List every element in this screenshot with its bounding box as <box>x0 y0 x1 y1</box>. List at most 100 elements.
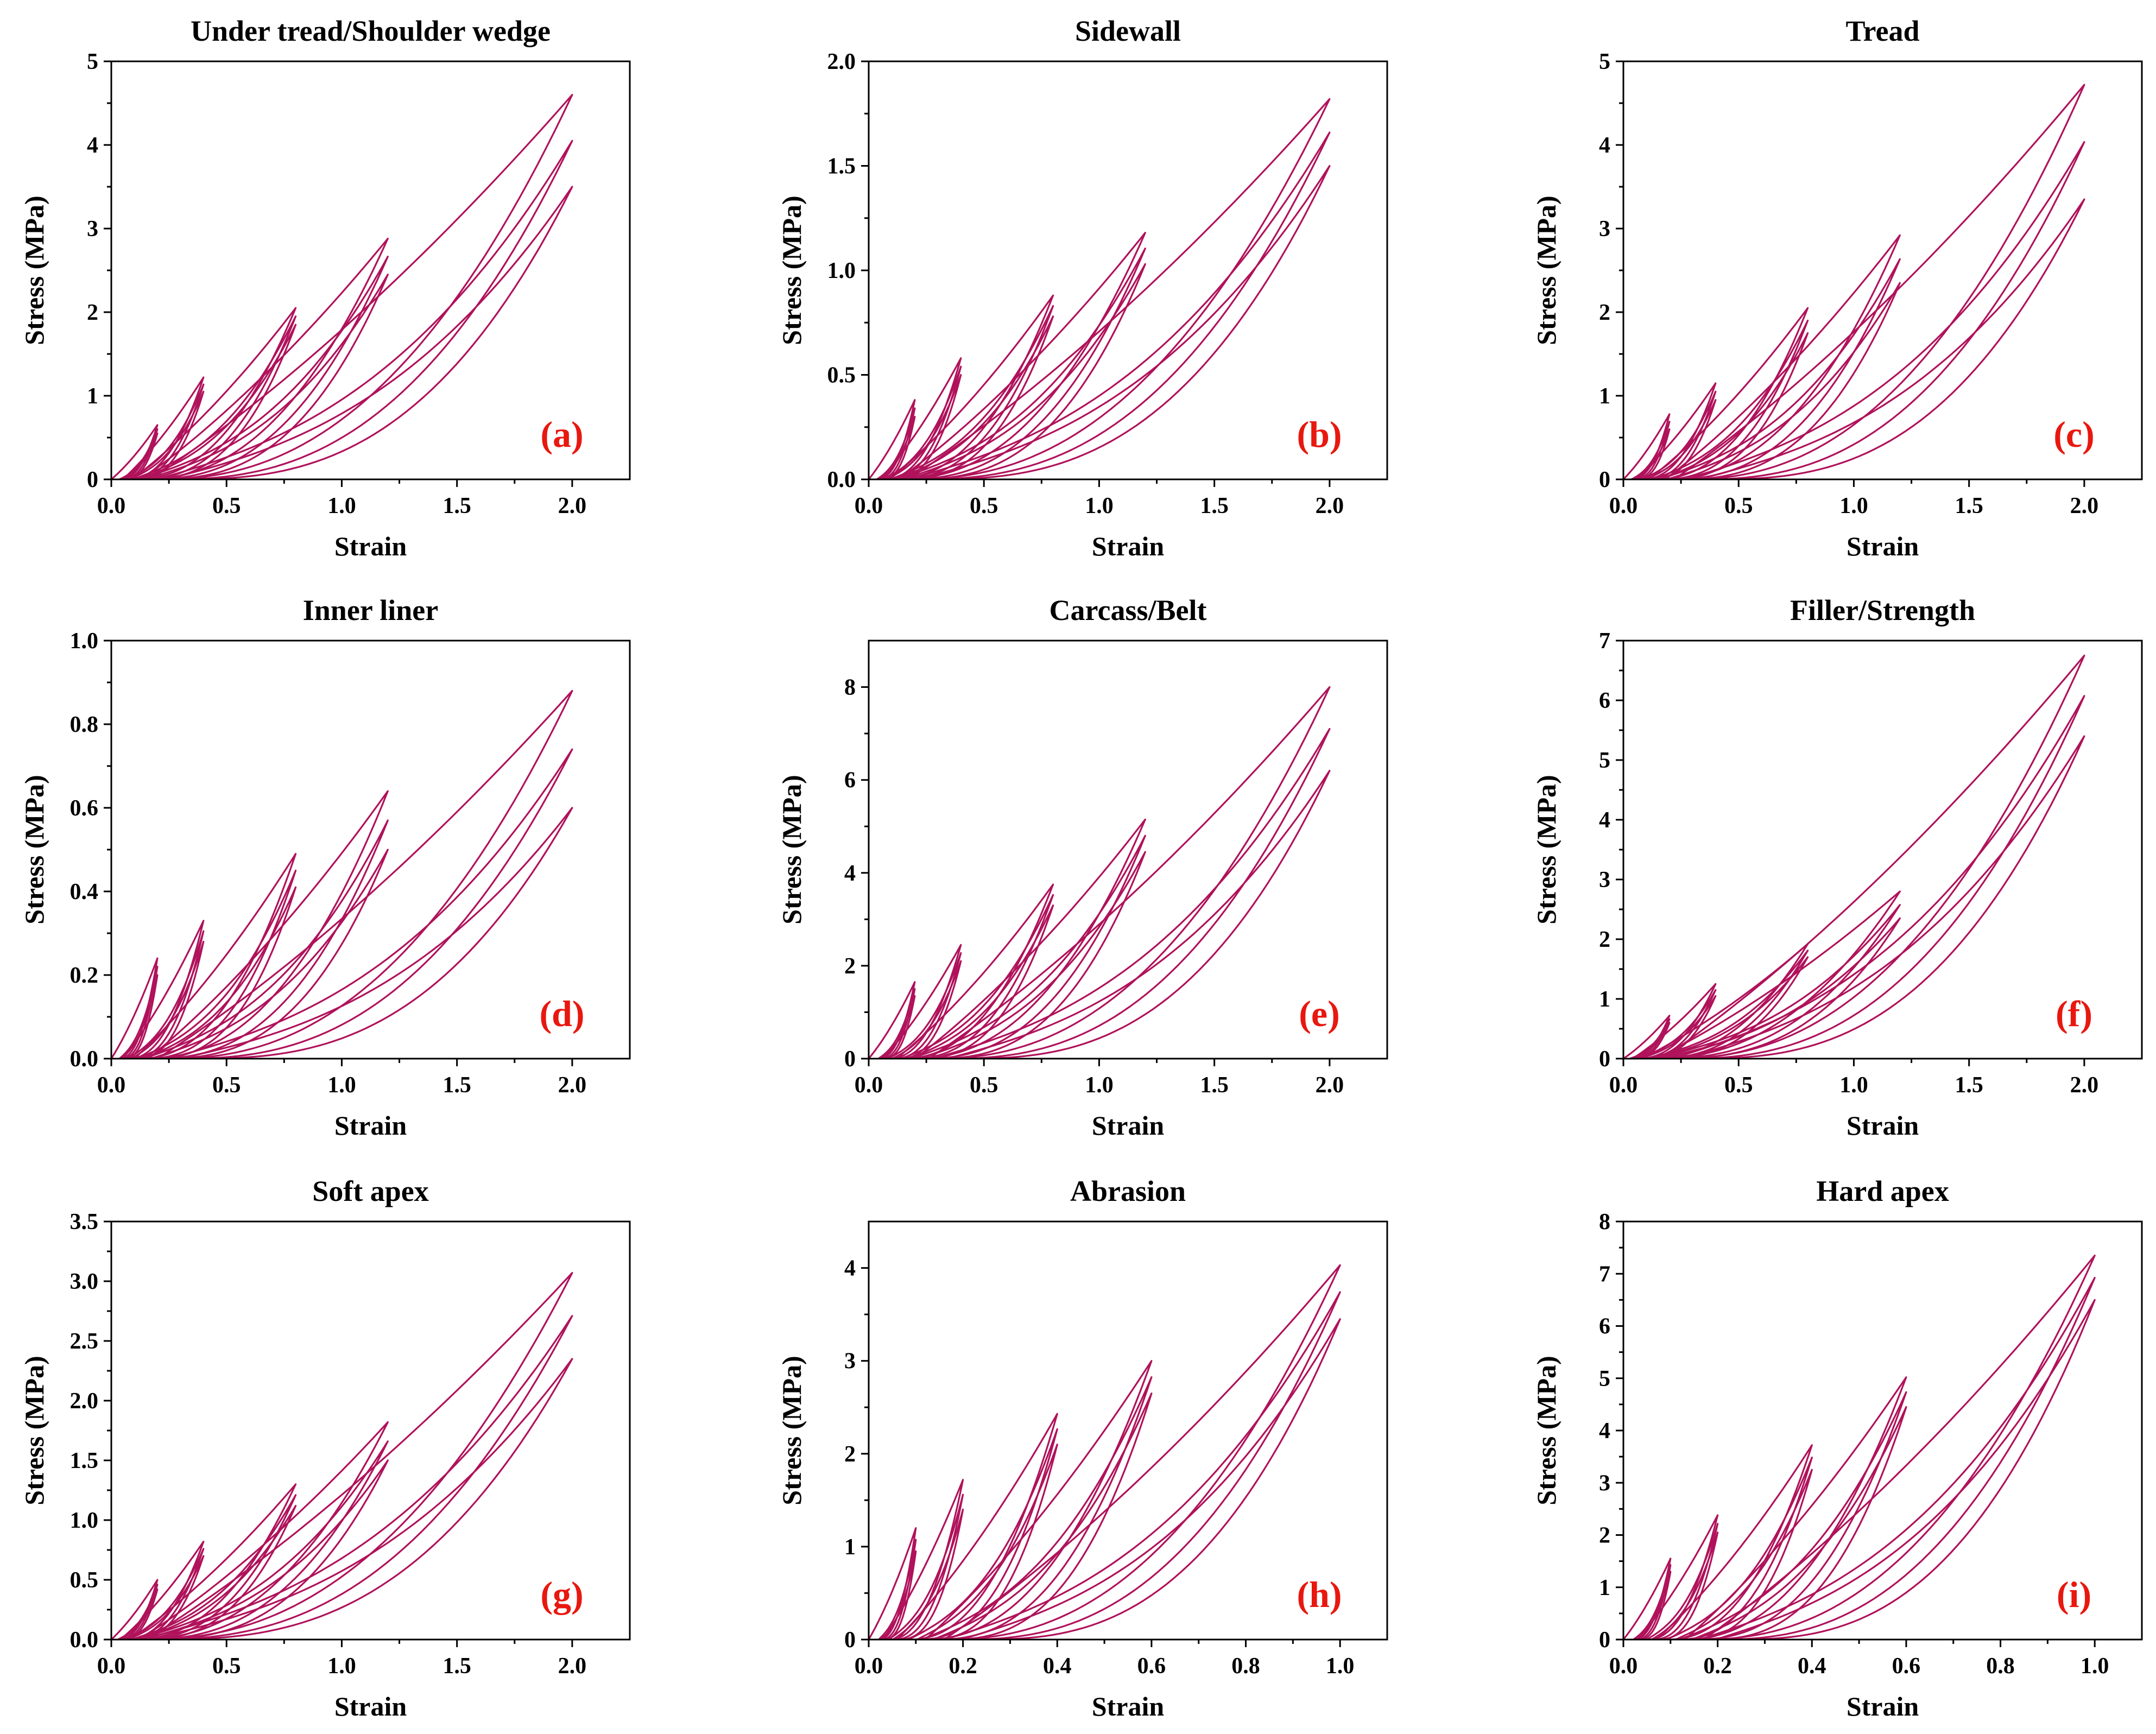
x-tick-label: 1.0 <box>1085 493 1114 518</box>
panel-label: (e) <box>1299 993 1339 1034</box>
y-tick-label: 0.8 <box>70 712 99 737</box>
chart-title: Inner liner <box>303 594 439 626</box>
loop-2-cycle-3 <box>1681 735 2085 1059</box>
plot-frame <box>868 640 1388 1060</box>
y-tick-label: 2 <box>87 300 98 325</box>
y-axis-label: Stress (MPa) <box>1531 1356 1561 1505</box>
curves <box>869 98 1331 479</box>
loop-1.2-cycle-2 <box>1658 258 1901 479</box>
loop-1.2-cycle-2 <box>138 256 389 479</box>
loop-2-cycle-1 <box>150 94 573 479</box>
loop-0.6-cycle-2 <box>921 1376 1153 1640</box>
curves <box>1623 654 2085 1059</box>
y-tick-label: 4 <box>87 133 98 158</box>
loop-0.6-cycle-1 <box>1679 1376 1907 1640</box>
y-tick-label: 2.0 <box>827 49 856 74</box>
chart-title: Filler/Strength <box>1790 594 1975 626</box>
x-tick-label: 0.6 <box>1892 1654 1921 1679</box>
x-axis-label: Strain <box>1847 531 1919 561</box>
y-tick-label: 1 <box>1599 987 1610 1012</box>
y-tick-label: 3 <box>87 217 98 242</box>
curves <box>111 689 573 1059</box>
loop-0.4-cycle-2 <box>887 952 962 1059</box>
y-tick-label: 8 <box>844 675 856 700</box>
x-axis-label: Strain <box>1847 1110 1919 1141</box>
y-tick-label: 0 <box>87 467 98 492</box>
x-tick-label: 2.0 <box>1316 1073 1344 1098</box>
y-tick-label: 8 <box>1599 1210 1610 1235</box>
loop-1.2-cycle-1 <box>1659 234 1901 479</box>
loop-2-cycle-2 <box>1671 695 2085 1059</box>
loop-0.4-cycle-1 <box>1632 983 1717 1059</box>
y-tick-label: 3 <box>1599 217 1610 242</box>
loop-2-cycle-2 <box>142 1315 573 1640</box>
x-tick-label: 1.0 <box>1085 1073 1114 1098</box>
y-tick-label: 0.5 <box>70 1568 99 1593</box>
x-tick-label: 1.0 <box>1839 493 1868 518</box>
loop-2-cycle-2 <box>908 131 1331 479</box>
y-tick-label: 2 <box>844 1442 856 1467</box>
y-tick-label: 3.0 <box>70 1269 99 1294</box>
loop-0.4-cycle-1 <box>882 944 962 1059</box>
x-tick-label: 1.0 <box>327 493 356 518</box>
loop-2-cycle-3 <box>179 807 573 1059</box>
y-axis-label: Stress (MPa) <box>776 195 807 345</box>
x-tick-label: 0.5 <box>212 1654 241 1679</box>
chart-title: Under tread/Shoulder wedge <box>191 15 551 47</box>
loop-0.2-cycle-1 <box>869 399 916 479</box>
loop-1-cycle-1 <box>1699 1255 2096 1640</box>
loop-0.4-cycle-1 <box>122 920 205 1059</box>
x-tick-label: 0.0 <box>1609 1073 1638 1098</box>
panel-f: 0.0 0.5 1.0 1.5 2.0 0 1 2 3 4 5 6 7 Filler/Strength St… <box>1531 594 2143 1141</box>
x-axis-label: Strain <box>334 531 407 561</box>
chart-title: Tread <box>1845 15 1919 47</box>
loop-0.2-cycle-1 <box>111 957 159 1059</box>
loop-2-cycle-1 <box>142 1272 573 1640</box>
x-tick-label: 1.0 <box>1839 1073 1868 1098</box>
curves <box>869 1264 1341 1640</box>
loop-1.2-cycle-1 <box>138 237 389 479</box>
curves <box>1623 1255 2096 1640</box>
x-tick-label: 2.0 <box>2070 1073 2099 1098</box>
panel-e: 0.0 0.5 1.0 1.5 2.0 0 2 4 6 8 Carcass/Belt Strain St… <box>776 594 1388 1141</box>
x-tick-label: 1.5 <box>442 493 471 518</box>
loop-0.2-cycle-2 <box>118 966 159 1059</box>
x-tick-label: 0.0 <box>97 1654 126 1679</box>
x-tick-label: 2.0 <box>2070 493 2099 518</box>
y-tick-label: 1.5 <box>827 154 856 179</box>
y-tick-label: 2 <box>1599 300 1610 325</box>
loop-2-cycle-3 <box>1697 198 2085 479</box>
y-tick-label: 7 <box>1599 1262 1610 1287</box>
x-tick-label: 2.0 <box>1316 493 1344 518</box>
loop-0.8-cycle-1 <box>895 883 1054 1059</box>
y-tick-label: 4 <box>844 861 856 886</box>
loop-0.2-cycle-1 <box>111 1579 159 1640</box>
x-axis-label: Strain <box>1092 1110 1165 1141</box>
loop-2-cycle-2 <box>156 140 573 479</box>
loop-2-cycle-3 <box>166 186 573 479</box>
loop-0.8-cycle-2 <box>1646 950 1809 1059</box>
y-tick-label: 4 <box>1599 133 1610 158</box>
x-tick-label: 0.4 <box>1043 1654 1072 1679</box>
loop-0.2-cycle-1 <box>869 981 916 1059</box>
loop-0.1-cycle-2 <box>1633 1564 1672 1640</box>
loop-0.1-cycle-1 <box>1623 1558 1672 1640</box>
x-tick-label: 1.5 <box>1200 1073 1229 1098</box>
y-tick-label: 0 <box>1599 467 1610 492</box>
y-tick-label: 5 <box>87 49 98 74</box>
loop-0.4-cycle-1 <box>896 1413 1058 1640</box>
x-tick-label: 1.0 <box>327 1073 356 1098</box>
loop-1.2-cycle-2 <box>135 1440 389 1640</box>
loop-0.6-cycle-3 <box>1691 1406 1907 1640</box>
chart-title: Hard apex <box>1816 1175 1949 1207</box>
x-tick-label: 1.5 <box>442 1073 471 1098</box>
panel-label: (h) <box>1297 1574 1342 1615</box>
x-tick-label: 0.4 <box>1798 1654 1826 1679</box>
x-axis-label: Strain <box>334 1110 407 1141</box>
panel-c: 0.0 0.5 1.0 1.5 2.0 0 1 2 3 4 5 Tread Strain Stress (… <box>1531 15 2143 561</box>
x-axis-label: Strain <box>1092 531 1165 561</box>
y-tick-label: 3 <box>844 1349 856 1374</box>
panel-h: 0.0 0.2 0.4 0.6 0.8 1.0 0 1 2 3 4 Abrasion Strain Str… <box>776 1175 1388 1722</box>
x-axis-label: Strain <box>334 1691 407 1722</box>
panel-g: 0.0 0.5 1.0 1.5 2.0 0.0 0.5 1.0 1.5 2.0 2.5 3.0 3.5 S… <box>19 1175 631 1722</box>
